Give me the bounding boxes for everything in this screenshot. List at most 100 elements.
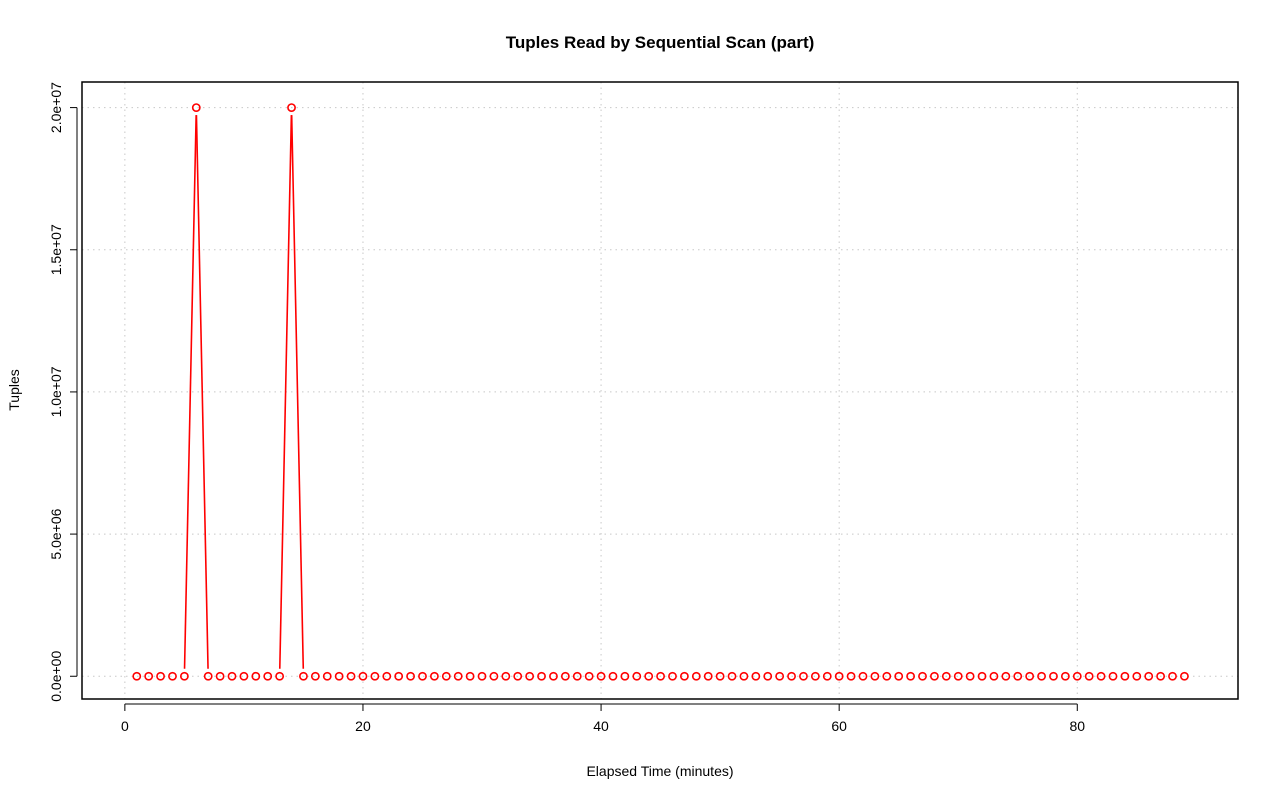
data-point-1: [144, 671, 154, 681]
data-point-71: [977, 671, 987, 681]
x-axis-label: Elapsed Time (minutes): [586, 763, 733, 779]
plot-area-frame: [81, 81, 1239, 700]
data-point-52: [751, 671, 761, 681]
data-point-77: [1049, 671, 1058, 681]
data-point-6: [203, 671, 213, 681]
grid: [82, 82, 1238, 699]
data-point-75: [1025, 671, 1035, 681]
data-point-43: [644, 671, 654, 681]
y-tick-label-2: 1.0e+07: [48, 366, 64, 417]
data-point-30: [489, 671, 499, 681]
data-point-12: [275, 671, 285, 681]
data-point-41: [620, 671, 630, 681]
data-point-37: [572, 671, 582, 681]
data-point-11: [263, 671, 273, 681]
data-point-78: [1060, 671, 1070, 681]
data-point-60: [846, 671, 856, 681]
series-layer: [132, 103, 1189, 681]
data-point-4: [179, 671, 189, 681]
y-axis: 0.0e+00 5.0e+06 1.0e+07 1.5e+07 2.0e+07: [48, 82, 78, 702]
data-point-56: [799, 671, 808, 681]
data-point-35: [549, 671, 558, 681]
data-point-8: [227, 671, 237, 681]
y-tick-label-4: 2.0e+07: [48, 82, 64, 133]
data-point-79: [1072, 671, 1082, 681]
series-segment-12: [278, 115, 293, 669]
data-point-85: [1144, 671, 1154, 681]
series-segment-13: [290, 115, 305, 669]
data-point-26: [441, 671, 451, 681]
data-point-48: [703, 671, 713, 681]
data-point-73: [1001, 671, 1011, 681]
x-tick-label-1: 20: [355, 718, 371, 734]
data-point-2: [156, 671, 165, 681]
data-point-46: [680, 671, 689, 681]
data-point-25: [429, 671, 439, 681]
chart-title: Tuples Read by Sequential Scan (part): [506, 33, 815, 52]
data-point-10: [251, 671, 261, 681]
data-point-69: [953, 671, 963, 681]
data-point-50: [727, 671, 737, 681]
series-0: [132, 103, 1189, 681]
data-point-39: [596, 671, 606, 681]
data-point-18: [346, 671, 356, 681]
data-point-29: [477, 671, 487, 681]
data-point-5: [191, 103, 201, 112]
data-point-36: [560, 671, 570, 681]
data-point-32: [513, 671, 523, 681]
x-tick-label-3: 60: [831, 718, 847, 734]
data-point-22: [394, 671, 404, 681]
data-point-65: [906, 671, 916, 681]
data-point-28: [465, 671, 475, 681]
data-point-16: [322, 671, 332, 681]
data-point-81: [1096, 671, 1106, 681]
data-point-23: [406, 671, 415, 681]
data-point-59: [834, 671, 844, 681]
data-point-67: [930, 671, 939, 681]
data-point-61: [858, 671, 868, 681]
data-point-42: [632, 671, 642, 681]
data-point-15: [310, 671, 320, 681]
data-point-34: [537, 671, 546, 681]
x-tick-label-2: 40: [593, 718, 609, 734]
data-point-88: [1180, 671, 1189, 681]
data-point-13: [287, 103, 296, 112]
data-point-21: [382, 671, 392, 681]
data-point-84: [1132, 671, 1142, 681]
data-point-57: [810, 671, 820, 681]
data-point-45: [668, 671, 677, 681]
data-point-33: [525, 671, 535, 681]
data-point-58: [822, 671, 832, 681]
data-point-86: [1156, 671, 1166, 681]
data-point-55: [787, 671, 796, 681]
data-point-76: [1037, 671, 1046, 681]
data-point-66: [918, 671, 927, 681]
data-point-27: [453, 671, 463, 681]
x-tick-label-4: 80: [1069, 718, 1085, 734]
x-tick-label-0: 0: [121, 718, 129, 734]
data-point-3: [168, 671, 177, 681]
data-point-20: [370, 671, 380, 681]
data-point-31: [501, 671, 511, 681]
data-point-14: [299, 671, 308, 681]
data-point-17: [334, 671, 344, 681]
data-point-70: [965, 671, 975, 681]
y-tick-label-1: 5.0e+06: [48, 508, 64, 559]
data-point-7: [215, 671, 225, 681]
data-point-74: [1013, 671, 1023, 681]
data-point-24: [418, 671, 427, 681]
x-axis: 0 20 40 60 80: [121, 703, 1085, 734]
data-point-19: [358, 671, 368, 681]
data-point-87: [1168, 671, 1177, 681]
series-segment-5: [195, 115, 209, 669]
data-point-82: [1108, 671, 1118, 681]
data-point-62: [870, 671, 880, 681]
data-point-44: [656, 671, 665, 681]
data-point-64: [894, 671, 904, 681]
data-point-63: [882, 671, 892, 681]
data-point-83: [1120, 671, 1130, 681]
data-point-54: [775, 671, 785, 681]
y-axis-label: Tuples: [6, 369, 22, 411]
data-point-9: [239, 671, 249, 681]
